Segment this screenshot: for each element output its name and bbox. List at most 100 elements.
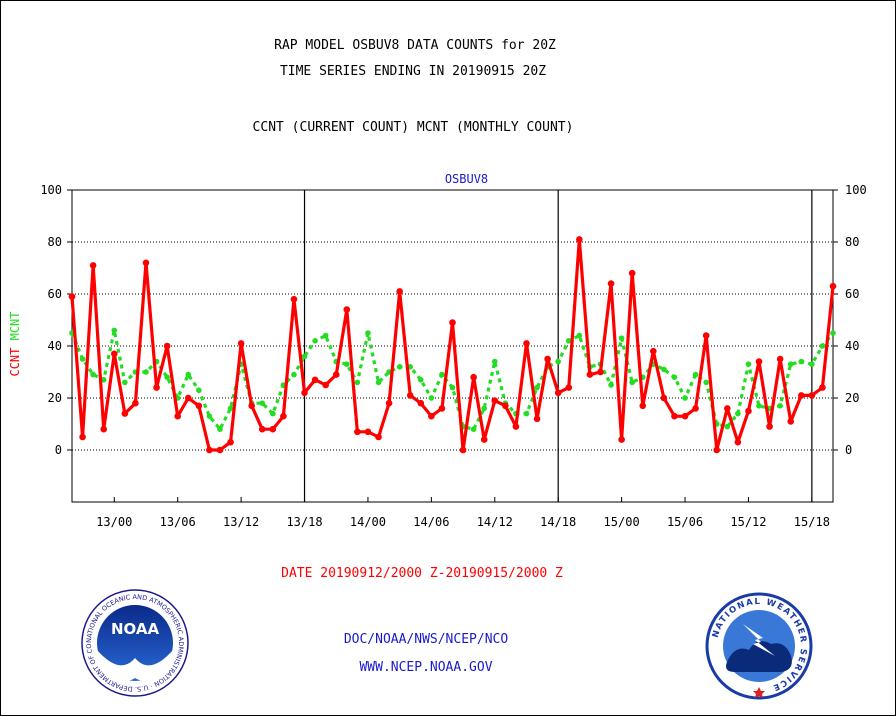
data-point-ccnt <box>745 407 752 415</box>
data-point-ccnt <box>660 394 668 402</box>
data-point-mcnt <box>745 361 752 368</box>
data-point-mcnt <box>756 403 762 409</box>
plot-title: OSBUV8 <box>445 172 488 186</box>
data-point-ccnt <box>206 446 213 454</box>
data-point-ccnt <box>121 410 129 417</box>
x-tick-label: 15/06 <box>667 515 703 529</box>
data-point-ccnt <box>322 381 329 389</box>
data-point-mcnt <box>270 410 276 417</box>
data-point-ccnt <box>787 418 795 425</box>
data-point-ccnt <box>100 425 108 433</box>
data-point-mcnt <box>375 379 382 386</box>
data-point-mcnt <box>819 343 826 349</box>
data-point-mcnt <box>428 395 435 401</box>
data-point-ccnt <box>692 405 699 412</box>
data-point-mcnt <box>196 387 202 394</box>
data-point-ccnt <box>132 399 139 407</box>
data-point-mcnt <box>312 338 318 344</box>
data-point-mcnt <box>735 410 741 417</box>
data-point-mcnt <box>417 377 424 383</box>
data-point-mcnt <box>354 379 361 386</box>
data-point-ccnt <box>671 412 678 420</box>
data-point-mcnt <box>661 366 667 373</box>
chart-title-line1: RAP MODEL OSBUV8 DATA COUNTS for 20Z <box>274 38 556 53</box>
data-point-ccnt <box>184 394 192 402</box>
data-point-ccnt <box>480 436 488 443</box>
data-point-ccnt <box>174 412 181 420</box>
data-point-mcnt <box>185 371 192 378</box>
y-tick-label-right: 20 <box>845 391 859 405</box>
data-point-mcnt <box>100 377 107 383</box>
y-tick-label-right: 80 <box>845 235 859 249</box>
y-tick-label-right: 40 <box>845 339 859 353</box>
data-point-mcnt <box>365 330 371 336</box>
data-point-ccnt <box>163 342 171 350</box>
data-point-ccnt <box>195 402 203 410</box>
website-label: WWW.NCEP.NOAA.GOV <box>359 660 493 675</box>
y-axis-label: CCNT MCNT <box>8 311 22 376</box>
data-point-mcnt <box>291 371 297 378</box>
data-point-mcnt <box>301 353 308 360</box>
data-point-mcnt <box>534 384 540 391</box>
data-point-mcnt <box>206 413 213 420</box>
data-point-mcnt <box>164 374 170 381</box>
x-tick-label: 14/06 <box>413 515 449 529</box>
y-tick-label-right: 100 <box>845 183 867 197</box>
data-point-ccnt <box>354 428 361 436</box>
data-point-mcnt <box>798 358 805 365</box>
data-point-mcnt <box>481 405 488 412</box>
y-tick-label-right: 60 <box>845 287 859 301</box>
data-point-mcnt <box>629 379 635 386</box>
data-point-ccnt <box>755 358 763 365</box>
data-point-mcnt <box>682 395 688 401</box>
data-point-ccnt <box>449 319 456 326</box>
data-point-ccnt <box>417 399 425 407</box>
data-point-ccnt <box>375 433 382 441</box>
data-point-mcnt <box>111 327 118 334</box>
noaa-logo-text: NOAA <box>111 620 160 638</box>
data-point-ccnt <box>258 425 266 433</box>
data-point-mcnt <box>122 379 128 386</box>
data-point-ccnt <box>343 306 351 313</box>
data-point-ccnt <box>364 428 372 436</box>
y-tick-label-left: 100 <box>40 183 62 197</box>
data-point-ccnt <box>428 412 435 420</box>
data-point-ccnt <box>237 340 245 347</box>
data-point-ccnt <box>385 399 393 407</box>
data-point-ccnt <box>269 425 277 433</box>
x-tick-label: 15/18 <box>794 515 830 529</box>
y-tick-label-left: 60 <box>48 287 62 301</box>
org-label: DOC/NOAA/NWS/NCEP/NCO <box>343 632 509 647</box>
y-axis-label-ccnt: CCNT <box>8 340 22 376</box>
x-tick-label: 13/12 <box>223 515 259 529</box>
data-point-ccnt <box>248 402 255 410</box>
series-line-mcnt <box>70 328 835 431</box>
data-point-ccnt <box>79 433 86 441</box>
data-point-ccnt <box>512 423 520 430</box>
data-point-ccnt <box>301 389 308 397</box>
data-point-mcnt <box>724 423 731 430</box>
data-point-ccnt <box>290 295 298 303</box>
data-point-ccnt <box>89 262 97 269</box>
data-point-ccnt <box>142 259 150 267</box>
data-point-mcnt <box>344 361 350 368</box>
data-point-mcnt <box>671 374 678 381</box>
data-point-mcnt <box>90 371 96 378</box>
data-point-ccnt <box>153 384 160 391</box>
y-tick-label-right: 0 <box>845 443 852 457</box>
y-tick-label-left: 20 <box>48 391 62 405</box>
time-series-chart: 0 0 20 20 40 40 60 60 80 80 100 100 13/00 13/06 13/12 1… <box>8 172 867 529</box>
data-point-ccnt <box>406 392 414 399</box>
data-point-ccnt <box>470 373 477 381</box>
data-point-ccnt <box>829 282 837 290</box>
data-point-ccnt <box>565 384 573 391</box>
noaa-logo: NATIONAL OCEANIC AND ATMOSPHERIC ADMINIS… <box>80 588 189 697</box>
data-point-ccnt <box>216 446 224 454</box>
data-point-mcnt <box>777 403 783 409</box>
data-point-ccnt <box>724 405 731 412</box>
data-point-mcnt <box>322 332 329 339</box>
data-point-ccnt <box>396 288 403 295</box>
data-point-mcnt <box>217 426 223 433</box>
data-point-ccnt <box>797 392 805 399</box>
series-line-ccnt <box>70 237 835 452</box>
